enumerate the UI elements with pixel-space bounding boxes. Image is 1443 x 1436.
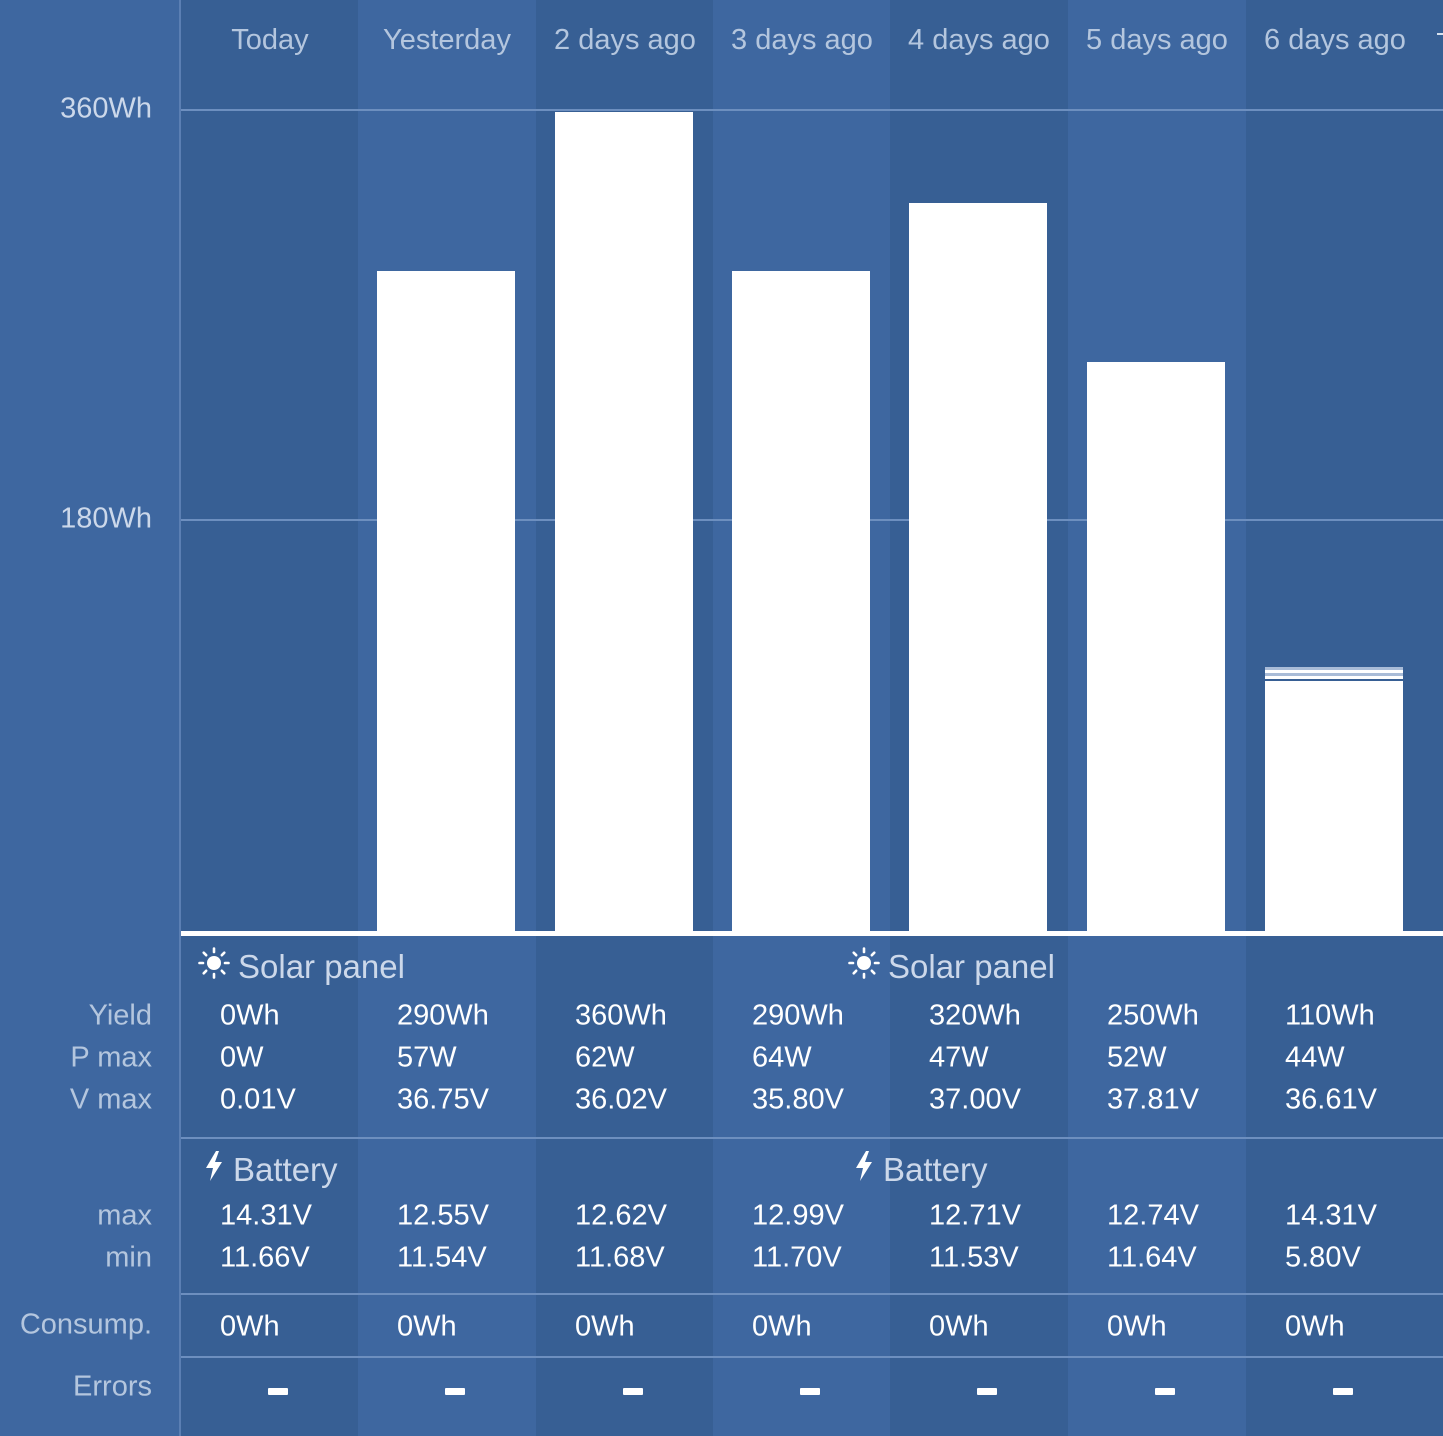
section-divider: [181, 1293, 1443, 1295]
solar-cell: 360Wh: [575, 999, 667, 1032]
solar-panel-label: Solar panel: [238, 948, 405, 985]
solar-row-label: P max: [70, 1041, 152, 1074]
day-label: 4 days ago: [908, 24, 1050, 56]
next-column-hint: [1437, 33, 1443, 35]
error-dash: [800, 1388, 820, 1395]
consumption-cell: 0Wh: [220, 1310, 280, 1343]
solar-cell: 47W: [929, 1041, 989, 1074]
yield-bar-segment: [1265, 675, 1403, 679]
consumption-cell: 0Wh: [1107, 1310, 1167, 1343]
battery-cell: 11.53V: [929, 1241, 1019, 1274]
battery-cell: 14.31V: [1285, 1199, 1377, 1232]
solar-cell: 290Wh: [752, 999, 844, 1032]
solar-cell: 37.00V: [929, 1083, 1021, 1116]
battery-cell: 11.54V: [397, 1241, 487, 1274]
consumption-cell: 0Wh: [1285, 1310, 1345, 1343]
day-column-bg: [181, 0, 358, 1436]
day-label: 3 days ago: [731, 24, 873, 56]
solar-cell: 0W: [220, 1041, 264, 1074]
solar-panel-title: Solar panel: [198, 947, 405, 987]
battery-cell: 12.99V: [752, 1199, 844, 1232]
yield-bar: [1265, 680, 1403, 931]
battery-row-label: min: [105, 1241, 152, 1274]
yield-bar: [377, 271, 515, 931]
sun-icon: [848, 947, 880, 987]
solar-cell: 36.75V: [397, 1083, 489, 1116]
battery-cell: 12.71V: [929, 1199, 1021, 1232]
battery-cell: 14.31V: [220, 1199, 312, 1232]
solar-cell: 36.61V: [1285, 1083, 1377, 1116]
error-dash: [268, 1388, 288, 1395]
yield-bar: [1087, 362, 1225, 931]
yield-bar-segment: [1265, 672, 1403, 676]
sun-icon: [198, 947, 230, 987]
error-dash: [445, 1388, 465, 1395]
battery-title-repeat: Battery: [853, 1150, 988, 1190]
battery-label: Battery: [233, 1151, 338, 1188]
day-label: Yesterday: [383, 24, 511, 56]
solar-panel-label: Solar panel: [888, 948, 1055, 985]
gridline: [181, 109, 1443, 111]
yield-bar-segment: [1265, 669, 1403, 673]
y-axis-line: [179, 0, 181, 1436]
yield-bar: [909, 203, 1047, 931]
solar-cell: 110Wh: [1285, 999, 1375, 1032]
battery-cell: 11.68V: [575, 1241, 665, 1274]
day-label: Today: [231, 24, 309, 56]
errors-label: Errors: [73, 1370, 152, 1403]
solar-cell: 37.81V: [1107, 1083, 1199, 1116]
battery-row-label: max: [97, 1199, 152, 1232]
solar-row-label: Yield: [88, 999, 152, 1032]
solar-cell: 250Wh: [1107, 999, 1199, 1032]
yield-bar: [555, 112, 693, 931]
battery-cell: 11.70V: [752, 1241, 842, 1274]
solar-panel-title-repeat: Solar panel: [848, 947, 1055, 987]
y-tick-label: 360Wh: [60, 92, 152, 125]
solar-cell: 52W: [1107, 1041, 1167, 1074]
consumption-label: Consump.: [19, 1308, 152, 1341]
section-divider: [181, 1137, 1443, 1139]
lightning-icon: [853, 1150, 875, 1190]
day-label: 5 days ago: [1086, 24, 1228, 56]
battery-label: Battery: [883, 1151, 988, 1188]
consumption-cell: 0Wh: [929, 1310, 989, 1343]
yield-bar-segment: [1265, 666, 1403, 670]
consumption-cell: 0Wh: [752, 1310, 812, 1343]
solar-cell: 290Wh: [397, 999, 489, 1032]
solar-cell: 36.02V: [575, 1083, 667, 1116]
section-divider: [181, 1356, 1443, 1358]
solar-cell: 35.80V: [752, 1083, 844, 1116]
day-label: 6 days ago: [1264, 24, 1406, 56]
battery-cell: 12.62V: [575, 1199, 667, 1232]
chart-baseline: [181, 931, 1443, 936]
solar-cell: 0Wh: [220, 999, 280, 1032]
lightning-icon: [203, 1150, 225, 1190]
battery-cell: 11.66V: [220, 1241, 310, 1274]
error-dash: [1333, 1388, 1353, 1395]
solar-cell: 64W: [752, 1041, 812, 1074]
battery-cell: 12.74V: [1107, 1199, 1199, 1232]
solar-row-label: V max: [69, 1083, 152, 1116]
consumption-cell: 0Wh: [575, 1310, 635, 1343]
consumption-cell: 0Wh: [397, 1310, 457, 1343]
battery-cell: 12.55V: [397, 1199, 489, 1232]
battery-cell: 5.80V: [1285, 1241, 1361, 1274]
y-tick-label: 180Wh: [60, 502, 152, 534]
solar-cell: 44W: [1285, 1041, 1345, 1074]
battery-cell: 11.64V: [1107, 1241, 1197, 1274]
error-dash: [977, 1388, 997, 1395]
solar-cell: 62W: [575, 1041, 635, 1074]
yield-bar: [732, 271, 870, 931]
error-dash: [623, 1388, 643, 1395]
solar-cell: 320Wh: [929, 999, 1021, 1032]
day-label: 2 days ago: [554, 24, 696, 56]
solar-cell: 0.01V: [220, 1083, 296, 1116]
battery-title: Battery: [203, 1150, 338, 1190]
error-dash: [1155, 1388, 1175, 1395]
solar-cell: 57W: [397, 1041, 457, 1074]
